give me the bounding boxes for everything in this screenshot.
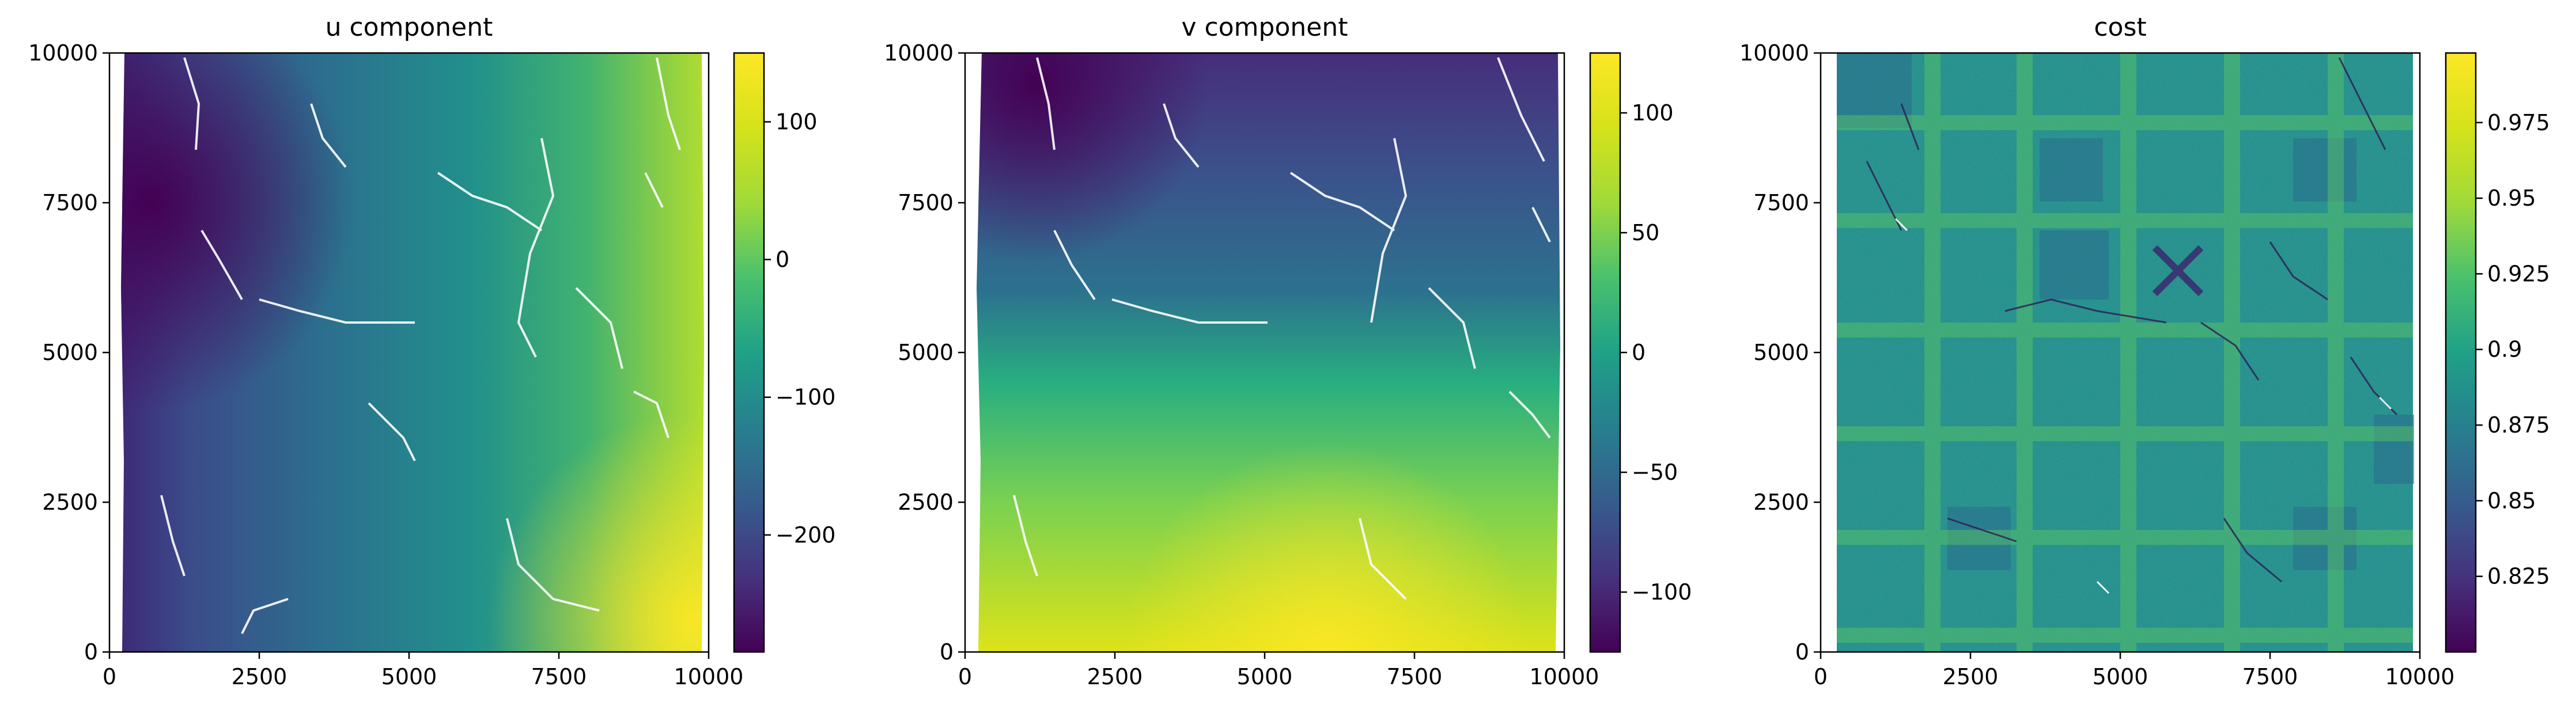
y-tick-label: 10000 [1739, 40, 1809, 66]
colorbar-tick-label: −100 [1632, 579, 1692, 605]
y-tick-label: 0 [1795, 639, 1809, 665]
colorbar-tick-label: 100 [1632, 100, 1674, 126]
y-tick-label: 10000 [28, 40, 98, 66]
y-axis: 0 2500 5000 7500 10000 [28, 40, 109, 665]
heatmap-image [1821, 53, 2420, 652]
panel-title: u component [326, 13, 493, 42]
colorbar-tick-label: −200 [776, 522, 835, 548]
colorbar-tick-label: 0.825 [2487, 564, 2550, 589]
colorbar-tick-label: 100 [776, 109, 818, 135]
y-tick-label: 7500 [898, 190, 954, 215]
x-tick-label: 2500 [1943, 664, 1999, 689]
x-tick-label: 5000 [2093, 664, 2148, 689]
y-axis: 0 2500 5000 7500 10000 [884, 40, 965, 665]
colorbar-ticks: −200 −100 0 100 [764, 109, 835, 548]
colorbar-tick-label: 0.9 [2487, 337, 2522, 362]
colorbar-ticks: 0.825 0.85 0.875 0.9 0.925 0.95 0.975 [2476, 110, 2550, 589]
x-tick-label: 7500 [2242, 664, 2298, 689]
colorbar-tick-label: 0 [1632, 340, 1646, 365]
y-tick-label: 10000 [884, 40, 954, 66]
white-flecks [1894, 218, 2392, 594]
x-tick-label: 2500 [232, 664, 288, 689]
colorbar-tick-label: 0.95 [2487, 185, 2536, 211]
x-tick-label: 0 [1814, 664, 1828, 689]
panel-cost: cost [1739, 13, 2550, 689]
x-tick-label: 10000 [674, 664, 744, 689]
grid-stripes [1837, 53, 2413, 652]
panel-title: v component [1182, 13, 1348, 42]
heatmap-image [965, 53, 1564, 652]
x-tick-label: 7500 [531, 664, 587, 689]
x-axis: 0 2500 5000 7500 10000 [103, 652, 744, 689]
x-tick-label: 5000 [1237, 664, 1293, 689]
y-tick-label: 2500 [1753, 490, 1809, 515]
panel-v-component: v component 0 2500 5000 7500 10000 [884, 13, 1692, 689]
colorbar-tick-label: 0.975 [2487, 110, 2550, 135]
x-tick-label: 10000 [1530, 664, 1599, 689]
colorbar-tick-label: 0 [776, 247, 789, 272]
y-axis: 0 2500 5000 7500 10000 [1739, 40, 1821, 665]
x-axis: 0 2500 5000 7500 10000 [1814, 652, 2455, 689]
panel-title: cost [2094, 13, 2146, 42]
y-tick-label: 5000 [1753, 340, 1809, 365]
x-tick-label: 0 [103, 664, 116, 689]
y-tick-label: 2500 [42, 490, 98, 515]
heatmap-image [109, 53, 709, 652]
colorbar-cost: 0.825 0.85 0.875 0.9 0.925 0.95 0.975 [2445, 52, 2550, 653]
dark-blocks [1837, 53, 2414, 570]
x-axis: 0 2500 5000 7500 10000 [958, 652, 1599, 689]
panel-u-component: u component 0 [28, 13, 835, 689]
x-tick-label: 10000 [2385, 664, 2455, 689]
y-tick-label: 5000 [42, 340, 98, 365]
crack-lines [1013, 57, 1551, 600]
colorbar-ticks: −100 −50 0 50 100 [1620, 100, 1692, 605]
x-mark [2152, 245, 2204, 297]
x-tick-label: 5000 [381, 664, 437, 689]
x-tick-label: 0 [958, 664, 972, 689]
x-tick-label: 2500 [1087, 664, 1143, 689]
y-tick-label: 0 [940, 639, 954, 665]
crack-lines [160, 57, 681, 634]
y-tick-label: 7500 [1753, 190, 1809, 215]
colorbar-tick-label: 0.925 [2487, 261, 2550, 286]
colorbar-tick-label: −50 [1632, 460, 1678, 485]
colorbar-tick-label: 0.85 [2487, 488, 2536, 513]
colorbar-tick-label: 50 [1632, 220, 1659, 245]
y-tick-label: 5000 [898, 340, 954, 365]
colorbar-u: −200 −100 0 100 [733, 52, 835, 653]
colorbar-v: −100 −50 0 50 100 [1589, 52, 1692, 653]
y-tick-label: 0 [84, 639, 98, 665]
colorbar-tick-label: −100 [776, 385, 835, 410]
x-tick-label: 7500 [1387, 664, 1443, 689]
colorbar-tick-label: 0.875 [2487, 412, 2550, 438]
y-tick-label: 2500 [898, 490, 954, 515]
y-tick-label: 7500 [42, 190, 98, 215]
